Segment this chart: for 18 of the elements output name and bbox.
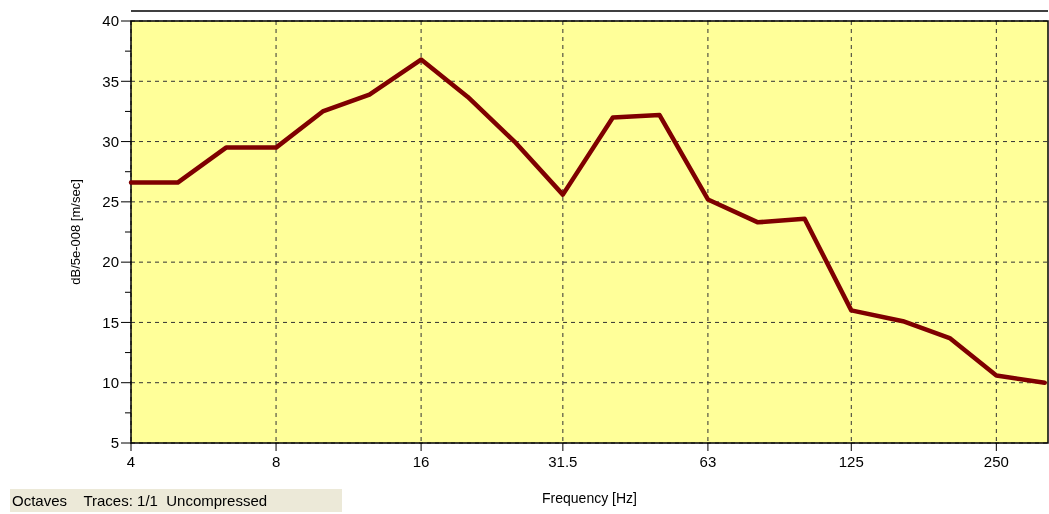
- x-tick-label: 31.5: [548, 453, 578, 470]
- y-tick-label: 40: [102, 12, 119, 30]
- y-tick-label: 5: [110, 434, 119, 452]
- text: Octaves Traces: 1/1 Uncompressed: [12, 492, 268, 509]
- y-tick-label: 30: [102, 132, 119, 150]
- y-tick-label: 20: [102, 253, 119, 271]
- x-tick-label: 63: [699, 453, 717, 470]
- x-tick-label: 250: [983, 453, 1009, 470]
- x-tick-label: 16: [412, 453, 430, 470]
- x-tick-label: 8: [271, 453, 281, 470]
- y-tick-label: 25: [102, 193, 119, 211]
- y-axis-title: dB/5e-008 [m/sec]: [68, 179, 83, 285]
- y-tick-label: 15: [102, 313, 119, 331]
- x-tick-label: 125: [838, 453, 864, 470]
- x-axis-title: Frequency [Hz]: [542, 490, 637, 506]
- y-tick-label: 10: [102, 373, 119, 391]
- x-tick-label: 4: [126, 453, 136, 470]
- y-tick-label: 35: [102, 72, 119, 90]
